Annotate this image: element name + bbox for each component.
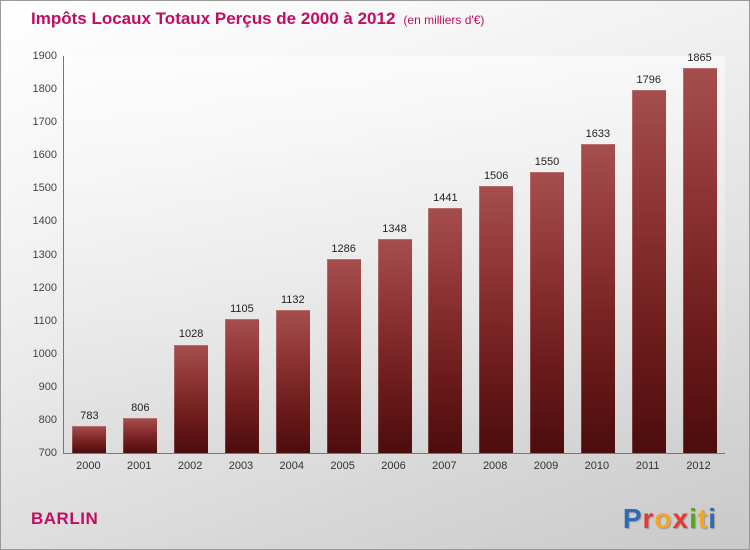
x-tick-label: 2009 bbox=[533, 460, 559, 472]
logo-letter: r bbox=[642, 503, 655, 534]
bar bbox=[428, 207, 463, 453]
logo-letter: i bbox=[708, 503, 717, 534]
bar bbox=[174, 344, 209, 453]
bar bbox=[682, 67, 717, 453]
bar-value-label: 1348 bbox=[382, 222, 407, 235]
y-tick-label: 900 bbox=[38, 380, 57, 393]
bar-value-label: 1506 bbox=[483, 170, 509, 183]
x-tick-label: 2006 bbox=[381, 460, 406, 472]
bar-value-label: 1550 bbox=[534, 155, 560, 168]
bar-value-label: 1105 bbox=[230, 303, 254, 315]
bar bbox=[631, 90, 666, 453]
bar bbox=[479, 186, 514, 453]
y-tick-label: 700 bbox=[38, 447, 57, 459]
bar bbox=[275, 310, 310, 453]
bar bbox=[72, 425, 107, 453]
bar-value-label: 1132 bbox=[280, 294, 305, 307]
bar-value-label: 1796 bbox=[636, 74, 661, 87]
y-tick-label: 800 bbox=[38, 413, 57, 426]
bar bbox=[123, 417, 158, 453]
logo-letter: o bbox=[654, 503, 673, 534]
bar bbox=[224, 319, 259, 453]
y-tick-label: 1400 bbox=[32, 215, 57, 228]
y-tick-label: 1900 bbox=[32, 50, 57, 62]
x-tick-label: 2011 bbox=[635, 460, 660, 472]
x-tick-label: 2003 bbox=[228, 460, 254, 472]
x-tick-label: 2007 bbox=[432, 460, 457, 472]
bar-value-label: 1633 bbox=[585, 128, 611, 141]
y-tick-label: 1500 bbox=[32, 182, 57, 195]
bar-value-label: 1441 bbox=[433, 191, 458, 204]
bar bbox=[530, 171, 565, 453]
chart-subtitle: (en milliers d'€) bbox=[403, 13, 485, 27]
x-tick-label: 2005 bbox=[330, 460, 355, 472]
x-tick-label: 2008 bbox=[482, 460, 508, 472]
x-tick-label: 2002 bbox=[177, 460, 203, 472]
bar-value-label: 783 bbox=[80, 409, 99, 422]
y-tick-label: 1200 bbox=[32, 281, 57, 294]
y-tick-label: 1600 bbox=[32, 149, 57, 162]
x-tick-label: 2004 bbox=[279, 460, 305, 472]
y-tick-label: 1000 bbox=[32, 347, 57, 360]
logo-letter: x bbox=[672, 503, 690, 534]
plot-area: 783 806 1028 1105 1132 1286 1348 1441 1506 1550 16… bbox=[63, 52, 725, 454]
bar bbox=[377, 238, 412, 453]
bar-value-label: 1028 bbox=[178, 328, 204, 341]
bar-value-label: 1286 bbox=[331, 243, 356, 256]
bar-value-label: 806 bbox=[131, 401, 150, 414]
logo-letter: P bbox=[622, 503, 643, 534]
y-tick-label: 1300 bbox=[32, 248, 57, 261]
y-tick-label: 1700 bbox=[32, 116, 57, 129]
logo-letter: t bbox=[697, 503, 709, 534]
chart-title: Impôts Locaux Totaux Perçus de 2000 à 20… bbox=[31, 9, 396, 28]
x-tick-label: 2000 bbox=[76, 460, 101, 472]
y-tick-label: 1800 bbox=[32, 83, 57, 96]
y-tick-label: 1100 bbox=[33, 314, 57, 327]
bar bbox=[326, 259, 361, 453]
proxiti-logo: Proxiti bbox=[623, 503, 717, 535]
bar bbox=[580, 144, 615, 453]
x-tick-label: 2010 bbox=[584, 460, 610, 472]
x-tick-label: 2001 bbox=[127, 460, 152, 472]
location-label: BARLIN bbox=[31, 509, 99, 528]
x-tick-label: 2012 bbox=[686, 460, 711, 472]
logo-letter: i bbox=[689, 503, 698, 534]
bar-value-label: 1865 bbox=[687, 51, 712, 64]
chart-header: Impôts Locaux Totaux Perçus de 2000 à 20… bbox=[31, 9, 484, 29]
